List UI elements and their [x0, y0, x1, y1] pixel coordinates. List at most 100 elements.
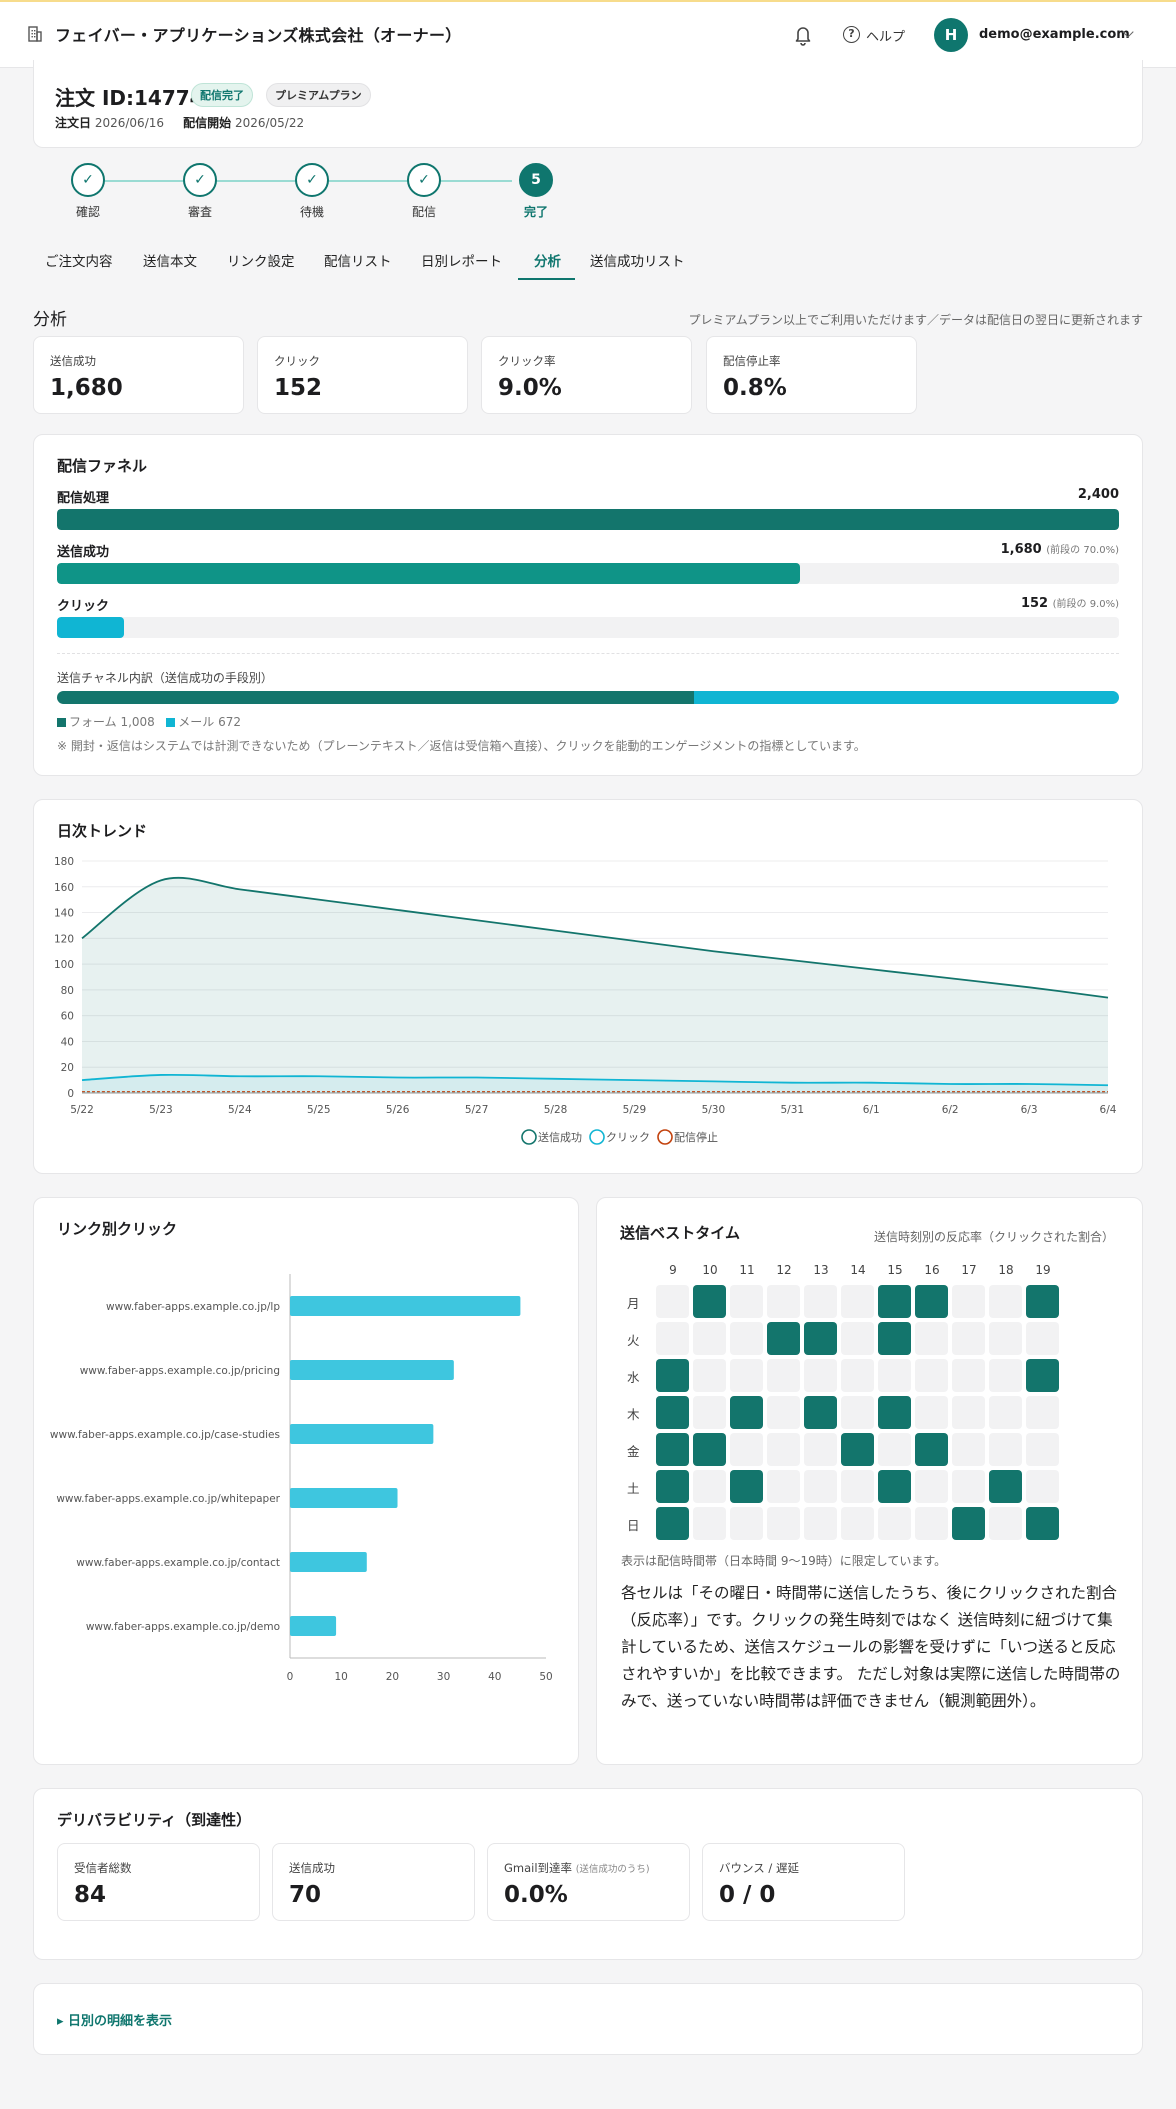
heatmap-cell[interactable]: [1026, 1470, 1059, 1503]
tab-analysis[interactable]: 分析: [534, 254, 561, 270]
link-click-bar: [290, 1296, 521, 1316]
heatmap-cell[interactable]: [804, 1322, 837, 1355]
heatmap-cell[interactable]: [693, 1470, 726, 1503]
heatmap-cell[interactable]: [915, 1322, 948, 1355]
heatmap-cell[interactable]: [1026, 1507, 1059, 1540]
order-meta: 注文日 2026/06/16 配信開始 2026/05/22: [55, 114, 304, 131]
tab-delivery-list[interactable]: 配信リスト: [324, 254, 392, 270]
heatmap-cell[interactable]: [804, 1396, 837, 1429]
avatar[interactable]: H: [934, 18, 968, 52]
heatmap-cell[interactable]: [804, 1507, 837, 1540]
daily-details-toggle[interactable]: ▸ 日別の明細を表示: [57, 2014, 173, 2029]
heatmap-cell[interactable]: [841, 1285, 874, 1318]
heatmap-cell[interactable]: [878, 1433, 911, 1466]
heatmap-cell[interactable]: [730, 1507, 763, 1540]
tab-order-details[interactable]: ご注文内容: [45, 254, 113, 270]
heatmap-cell[interactable]: [693, 1285, 726, 1318]
heatmap-cell[interactable]: [1026, 1359, 1059, 1392]
heatmap-cell[interactable]: [1026, 1285, 1059, 1318]
heatmap-cell[interactable]: [841, 1507, 874, 1540]
kpi-value: 1,680: [50, 375, 123, 401]
help-link[interactable]: ヘルプ: [866, 30, 906, 45]
step-delivery: ✓ 配信: [406, 163, 442, 219]
heatmap-cell[interactable]: [693, 1433, 726, 1466]
heatmap-cell[interactable]: [730, 1396, 763, 1429]
heatmap-cell[interactable]: [878, 1470, 911, 1503]
heatmap-cell[interactable]: [915, 1359, 948, 1392]
heatmap-cell[interactable]: [915, 1285, 948, 1318]
heatmap-cell[interactable]: [767, 1359, 800, 1392]
legend-marker: [521, 1129, 537, 1145]
heatmap-cell[interactable]: [656, 1507, 689, 1540]
heatmap-cell[interactable]: [952, 1322, 985, 1355]
heatmap-cell[interactable]: [804, 1470, 837, 1503]
tab-daily-report[interactable]: 日別レポート: [421, 254, 502, 270]
heatmap-cell[interactable]: [878, 1396, 911, 1429]
heatmap-cell[interactable]: [767, 1433, 800, 1466]
heatmap-cell[interactable]: [767, 1396, 800, 1429]
heatmap-cell[interactable]: [915, 1507, 948, 1540]
heatmap-cell[interactable]: [804, 1359, 837, 1392]
heatmap-cell[interactable]: [952, 1285, 985, 1318]
heatmap-cell[interactable]: [952, 1359, 985, 1392]
tab-link-settings[interactable]: リンク設定: [227, 254, 295, 270]
heatmap-cell[interactable]: [841, 1322, 874, 1355]
heatmap-cell[interactable]: [878, 1507, 911, 1540]
heatmap-cell[interactable]: [656, 1285, 689, 1318]
analysis-title: 分析: [33, 310, 67, 330]
heatmap-cell[interactable]: [989, 1507, 1022, 1540]
heatmap-cell[interactable]: [693, 1322, 726, 1355]
heatmap-cell[interactable]: [1026, 1396, 1059, 1429]
heatmap-cell[interactable]: [915, 1433, 948, 1466]
heatmap-cell[interactable]: [730, 1359, 763, 1392]
heatmap-cell[interactable]: [989, 1322, 1022, 1355]
heatmap-cell[interactable]: [1026, 1322, 1059, 1355]
heatmap-cell[interactable]: [1026, 1433, 1059, 1466]
heatmap-cell[interactable]: [989, 1359, 1022, 1392]
tab-message-body[interactable]: 送信本文: [143, 254, 197, 270]
top-accent-line: [0, 0, 1176, 2]
heatmap-cell[interactable]: [878, 1322, 911, 1355]
heatmap-cell[interactable]: [730, 1285, 763, 1318]
heatmap-cell[interactable]: [656, 1396, 689, 1429]
heatmap-cell[interactable]: [656, 1470, 689, 1503]
heatmap-cell[interactable]: [693, 1507, 726, 1540]
heatmap-cell[interactable]: [693, 1396, 726, 1429]
heatmap-cell[interactable]: [767, 1285, 800, 1318]
user-email[interactable]: demo@example.com: [979, 27, 1130, 42]
heatmap-cell[interactable]: [952, 1396, 985, 1429]
heatmap-cell[interactable]: [952, 1470, 985, 1503]
kpi-click-rate: クリック率 9.0%: [481, 336, 692, 414]
heatmap-cell[interactable]: [656, 1359, 689, 1392]
help-icon[interactable]: ?: [843, 26, 860, 43]
heatmap-cell[interactable]: [989, 1396, 1022, 1429]
bell-icon[interactable]: [793, 24, 813, 46]
heatmap-cell[interactable]: [989, 1285, 1022, 1318]
heatmap-cell[interactable]: [804, 1433, 837, 1466]
heatmap-cell[interactable]: [656, 1322, 689, 1355]
heatmap-cell[interactable]: [841, 1433, 874, 1466]
heatmap-cell[interactable]: [730, 1322, 763, 1355]
heatmap-cell[interactable]: [767, 1470, 800, 1503]
heatmap-cell[interactable]: [952, 1433, 985, 1466]
heatmap-cell[interactable]: [767, 1507, 800, 1540]
heatmap-cell[interactable]: [767, 1322, 800, 1355]
heatmap-cell[interactable]: [730, 1433, 763, 1466]
link-click-bar: [290, 1552, 367, 1572]
channel-title: 送信チャネル内訳（送信成功の手段別）: [57, 671, 273, 685]
heatmap-cell[interactable]: [804, 1285, 837, 1318]
heatmap-cell[interactable]: [693, 1359, 726, 1392]
heatmap-cell[interactable]: [878, 1285, 911, 1318]
heatmap-cell[interactable]: [989, 1470, 1022, 1503]
heatmap-cell[interactable]: [952, 1507, 985, 1540]
heatmap-cell[interactable]: [878, 1359, 911, 1392]
heatmap-cell[interactable]: [730, 1470, 763, 1503]
tab-success-list[interactable]: 送信成功リスト: [590, 254, 685, 270]
heatmap-cell[interactable]: [989, 1433, 1022, 1466]
heatmap-cell[interactable]: [841, 1359, 874, 1392]
heatmap-cell[interactable]: [915, 1470, 948, 1503]
heatmap-cell[interactable]: [656, 1433, 689, 1466]
heatmap-cell[interactable]: [915, 1396, 948, 1429]
heatmap-cell[interactable]: [841, 1470, 874, 1503]
heatmap-cell[interactable]: [841, 1396, 874, 1429]
